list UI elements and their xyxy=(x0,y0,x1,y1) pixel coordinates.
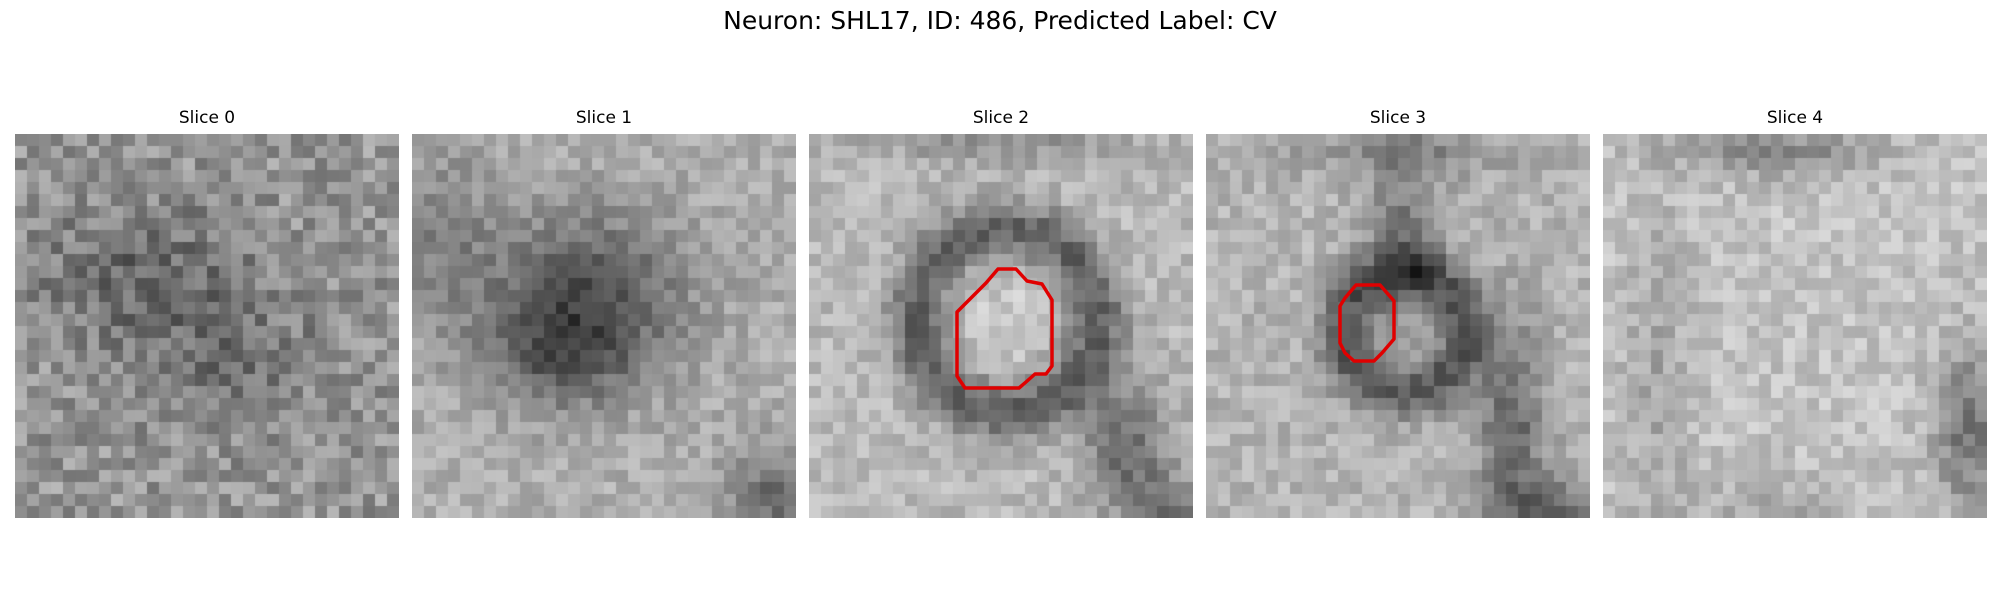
panel-title: Slice 1 xyxy=(575,108,633,128)
slice-image-canvas xyxy=(1603,134,1987,518)
slice-image-canvas xyxy=(15,134,399,518)
slice-image-canvas xyxy=(412,134,796,518)
panel-title: Slice 4 xyxy=(1766,108,1824,128)
roi-contour xyxy=(1338,283,1396,363)
roi-contour xyxy=(955,267,1054,390)
figure-title: Neuron: SHL17, ID: 486, Predicted Label:… xyxy=(723,6,1277,35)
panel-title: Slice 3 xyxy=(1369,108,1427,128)
slice-image xyxy=(809,134,1193,518)
slice-image-canvas xyxy=(1206,134,1590,518)
slice-image xyxy=(412,134,796,518)
panel-title: Slice 0 xyxy=(178,108,236,128)
slice-image xyxy=(1206,134,1590,518)
slice-image-canvas xyxy=(809,134,1193,518)
roi-contour-overlay xyxy=(1338,283,1396,363)
panel-title: Slice 2 xyxy=(972,108,1030,128)
slice-image xyxy=(15,134,399,518)
roi-contour-overlay xyxy=(955,267,1054,390)
slice-image xyxy=(1603,134,1987,518)
